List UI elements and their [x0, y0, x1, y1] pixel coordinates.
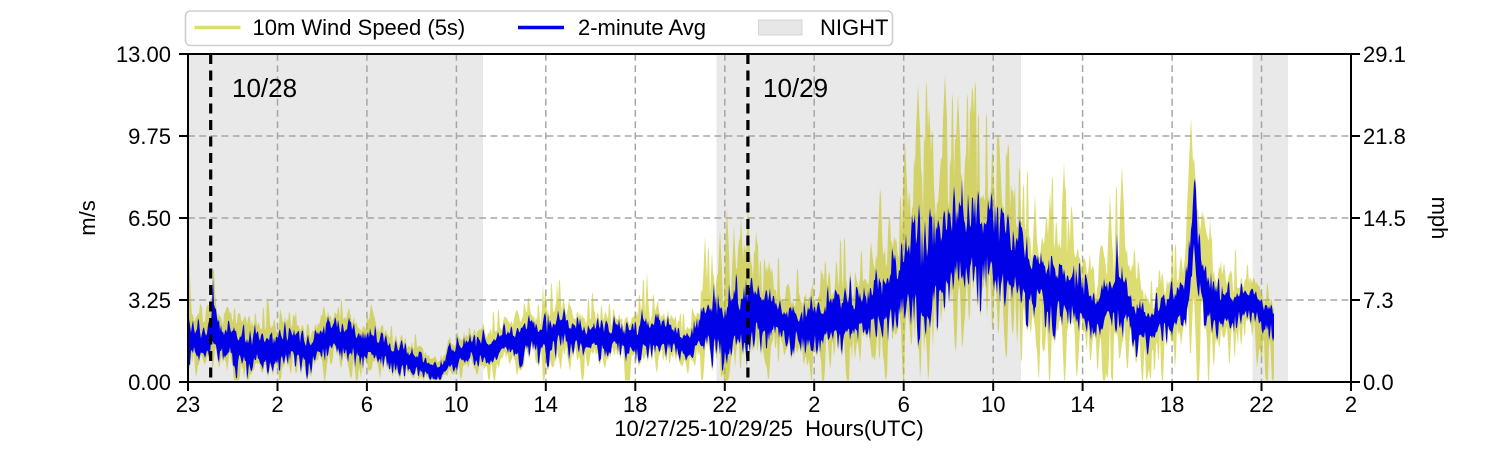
svg-text:18: 18 [1160, 392, 1184, 417]
svg-text:22: 22 [1249, 392, 1273, 417]
svg-text:14: 14 [534, 392, 558, 417]
svg-text:6: 6 [898, 392, 910, 417]
svg-text:NIGHT: NIGHT [820, 15, 888, 40]
svg-text:2: 2 [1345, 392, 1357, 417]
svg-text:3.25: 3.25 [128, 288, 171, 313]
svg-text:10: 10 [981, 392, 1005, 417]
svg-text:10: 10 [444, 392, 468, 417]
svg-text:2: 2 [808, 392, 820, 417]
svg-text:0.0: 0.0 [1363, 370, 1394, 395]
svg-text:18: 18 [623, 392, 647, 417]
svg-text:23: 23 [176, 392, 200, 417]
svg-text:6.50: 6.50 [128, 206, 171, 231]
svg-text:21.8: 21.8 [1363, 124, 1406, 149]
svg-text:mph: mph [1427, 197, 1452, 240]
svg-text:2-minute Avg: 2-minute Avg [578, 15, 706, 40]
svg-text:m/s: m/s [75, 200, 100, 235]
svg-text:6: 6 [361, 392, 373, 417]
svg-text:2: 2 [271, 392, 283, 417]
svg-text:0.00: 0.00 [128, 370, 171, 395]
svg-text:10m Wind Speed (5s): 10m Wind Speed (5s) [253, 15, 466, 40]
svg-text:10/27/25-10/29/25 Hours(UTC): 10/27/25-10/29/25 Hours(UTC) [614, 416, 923, 441]
svg-text:14.5: 14.5 [1363, 206, 1406, 231]
svg-text:22: 22 [713, 392, 737, 417]
svg-text:29.1: 29.1 [1363, 42, 1406, 67]
svg-text:14: 14 [1070, 392, 1094, 417]
svg-text:9.75: 9.75 [128, 124, 171, 149]
svg-text:10/28: 10/28 [232, 73, 297, 103]
svg-text:7.3: 7.3 [1363, 288, 1394, 313]
svg-text:13.00: 13.00 [116, 42, 171, 67]
svg-text:10/29: 10/29 [763, 73, 828, 103]
